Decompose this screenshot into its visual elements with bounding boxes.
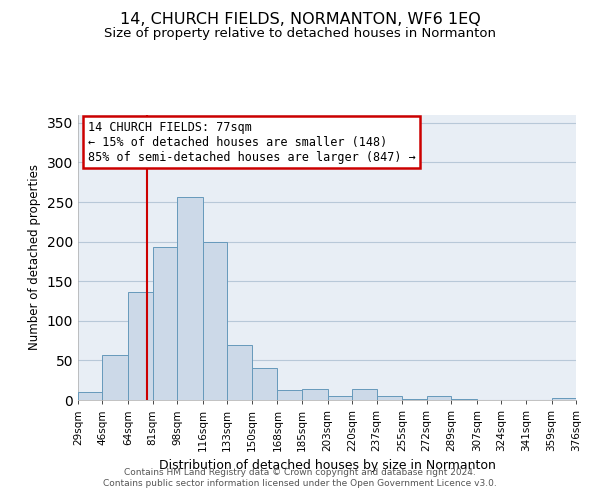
Bar bbox=[128, 292, 152, 400]
Bar bbox=[451, 399, 477, 400]
Bar bbox=[203, 242, 227, 400]
X-axis label: Distribution of detached houses by size in Normanton: Distribution of detached houses by size … bbox=[158, 460, 496, 472]
Bar bbox=[152, 247, 177, 400]
Bar bbox=[78, 392, 103, 400]
Y-axis label: Number of detached properties: Number of detached properties bbox=[28, 164, 41, 350]
Bar bbox=[177, 196, 203, 400]
Bar bbox=[302, 389, 328, 400]
Bar bbox=[251, 368, 277, 400]
Bar bbox=[403, 399, 427, 400]
Bar bbox=[103, 355, 128, 400]
Bar bbox=[551, 398, 576, 400]
Bar bbox=[352, 389, 377, 400]
Bar bbox=[328, 396, 352, 400]
Bar bbox=[277, 390, 302, 400]
Text: Contains HM Land Registry data © Crown copyright and database right 2024.
Contai: Contains HM Land Registry data © Crown c… bbox=[103, 468, 497, 487]
Bar bbox=[427, 396, 451, 400]
Bar bbox=[377, 396, 403, 400]
Bar bbox=[227, 344, 251, 400]
Text: 14, CHURCH FIELDS, NORMANTON, WF6 1EQ: 14, CHURCH FIELDS, NORMANTON, WF6 1EQ bbox=[119, 12, 481, 28]
Text: Size of property relative to detached houses in Normanton: Size of property relative to detached ho… bbox=[104, 28, 496, 40]
Text: 14 CHURCH FIELDS: 77sqm
← 15% of detached houses are smaller (148)
85% of semi-d: 14 CHURCH FIELDS: 77sqm ← 15% of detache… bbox=[88, 120, 416, 164]
